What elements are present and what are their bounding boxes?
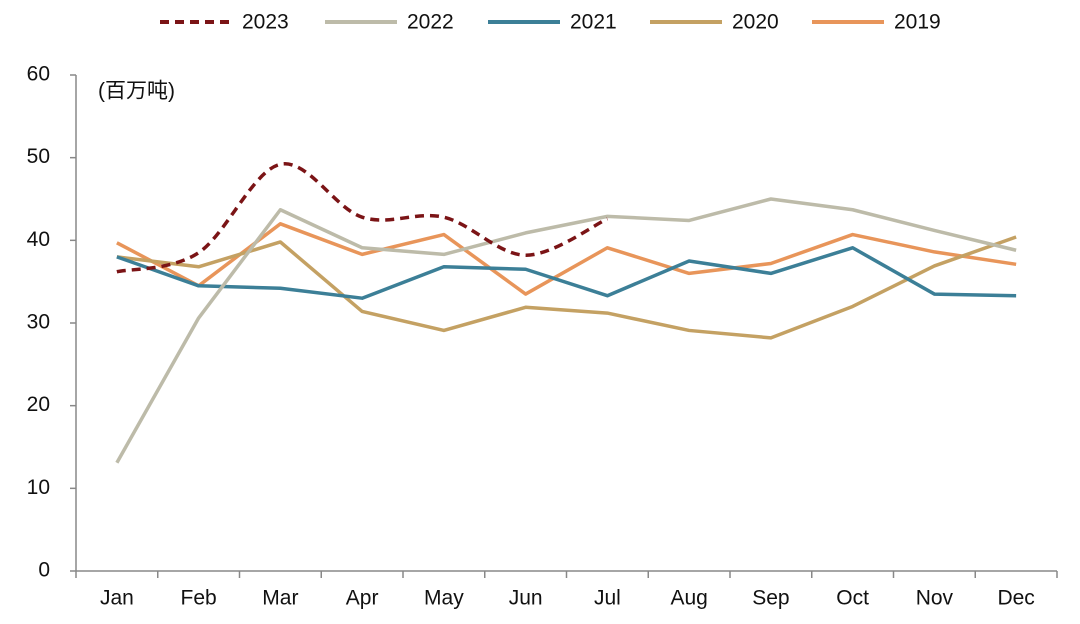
x-tick-label: Feb (181, 587, 217, 610)
y-tick-label: 20 (27, 393, 50, 416)
y-tick-label: 30 (27, 311, 50, 334)
x-tick-label: Jan (100, 587, 134, 610)
x-tick-label: Oct (836, 587, 869, 610)
x-tick-label: Nov (916, 587, 954, 610)
y-tick-label: 10 (27, 476, 50, 499)
x-tick-label: Jun (509, 587, 543, 610)
x-tick-label: May (424, 587, 464, 610)
legend-label: 2022 (407, 11, 454, 34)
x-tick-label: Mar (262, 587, 298, 610)
y-tick-label: 40 (27, 228, 50, 251)
line-series (116, 246, 1017, 300)
y-axis-label: (百万吨) (98, 80, 175, 103)
x-tick-label: Sep (752, 587, 789, 610)
legend-label: 2023 (242, 11, 289, 34)
line-series (116, 222, 1017, 296)
y-tick-label: 60 (27, 63, 50, 86)
x-tick-label: Dec (997, 587, 1034, 610)
line-series (116, 162, 609, 274)
y-tick-label: 50 (27, 145, 50, 168)
legend-label: 2021 (570, 11, 617, 34)
x-tick-label: Apr (346, 587, 379, 610)
legend-label: 2020 (732, 11, 779, 34)
x-tick-label: Aug (670, 587, 707, 610)
line-series (116, 235, 1017, 340)
line-series (115, 197, 1017, 464)
legend-label: 2019 (894, 11, 941, 34)
y-tick-label: 0 (38, 559, 50, 582)
x-tick-label: Jul (594, 587, 621, 610)
